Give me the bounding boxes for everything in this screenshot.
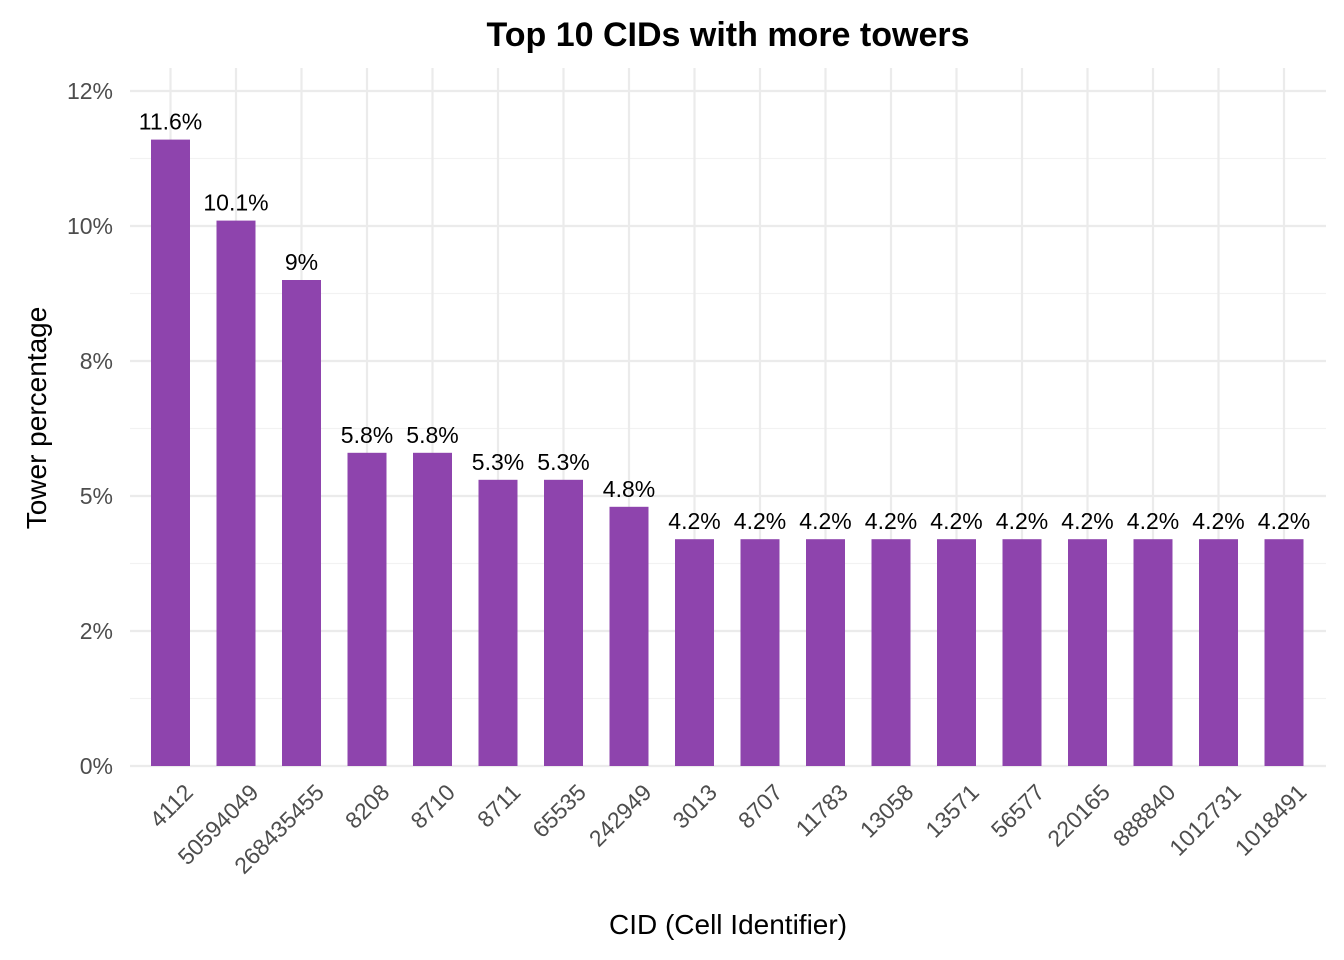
y-axis-ticks: 0% 2% 5% 8% 10% 12% xyxy=(67,78,113,779)
data-label: 11.6% xyxy=(139,109,203,135)
y-tick-label: 0% xyxy=(80,753,113,779)
y-tick-label: 10% xyxy=(67,213,113,239)
x-tick-label: 220165 xyxy=(1042,779,1115,852)
bar-50594049 xyxy=(216,220,256,767)
data-label: 4.2% xyxy=(668,508,720,534)
x-tick-label: 1018491 xyxy=(1230,779,1312,861)
bar-242949 xyxy=(609,506,649,766)
x-tick-label: 13058 xyxy=(855,779,919,843)
bar-56577 xyxy=(1002,539,1042,766)
x-tick-label: 242949 xyxy=(584,779,657,852)
bar-1018491 xyxy=(1264,539,1304,766)
data-label: 10.1% xyxy=(203,190,268,216)
bar-13058 xyxy=(871,539,911,766)
x-tick-label: 4112 xyxy=(145,779,198,832)
bar-11783 xyxy=(806,539,845,766)
bar-1012731 xyxy=(1199,539,1238,766)
x-tick-label: 13571 xyxy=(920,779,984,843)
bars xyxy=(151,139,1304,767)
data-label: 4.2% xyxy=(1061,508,1113,534)
x-tick-label: 8707 xyxy=(733,779,788,834)
data-label: 5.3% xyxy=(537,449,589,475)
data-label: 4.2% xyxy=(865,508,917,534)
data-label: 4.2% xyxy=(734,508,786,534)
data-label: 4.2% xyxy=(1127,508,1179,534)
y-tick-label: 2% xyxy=(80,618,113,644)
x-axis-title: CID (Cell Identifier) xyxy=(609,909,847,940)
x-tick-label: 1012731 xyxy=(1164,779,1246,861)
data-label: 4.2% xyxy=(996,508,1048,534)
bar-65535 xyxy=(544,479,583,766)
bar-8711 xyxy=(478,479,518,766)
bar-220165 xyxy=(1068,539,1107,766)
x-tick-label: 11783 xyxy=(790,779,852,841)
data-label: 5.8% xyxy=(341,422,393,448)
x-tick-label: 56577 xyxy=(986,779,1050,843)
data-label: 5.3% xyxy=(472,449,524,475)
bar-888840 xyxy=(1133,539,1173,766)
data-label: 4.2% xyxy=(930,508,982,534)
y-tick-label: 8% xyxy=(80,348,113,374)
data-label: 4.8% xyxy=(603,476,655,502)
bar-8208 xyxy=(347,452,387,766)
x-tick-label: 8208 xyxy=(340,779,395,834)
data-label: 9% xyxy=(285,249,318,275)
bar-268435455 xyxy=(282,280,321,766)
data-label: 4.2% xyxy=(1258,508,1310,534)
bar-3013 xyxy=(675,539,714,766)
y-tick-label: 12% xyxy=(67,78,113,104)
bar-8710 xyxy=(413,452,452,766)
x-tick-label: 8710 xyxy=(405,779,460,834)
x-tick-label: 3013 xyxy=(667,779,722,834)
x-tick-label: 8711 xyxy=(472,779,525,832)
bar-8707 xyxy=(740,539,780,766)
bar-4112 xyxy=(151,139,190,767)
data-labels: 11.6% 10.1% 9% 5.8% 5.8% 5.3% 5.3% 4.8% 4.2% 4.2%… xyxy=(139,109,1310,535)
data-label: 4.2% xyxy=(1192,508,1244,534)
bar-13571 xyxy=(937,539,976,766)
x-tick-label: 65535 xyxy=(527,779,591,843)
data-label: 5.8% xyxy=(406,422,458,448)
chart-title: Top 10 CIDs with more towers xyxy=(486,16,969,54)
y-axis-title: Tower percentage xyxy=(21,307,52,530)
y-tick-label: 5% xyxy=(80,483,113,509)
data-label: 4.2% xyxy=(799,508,851,534)
